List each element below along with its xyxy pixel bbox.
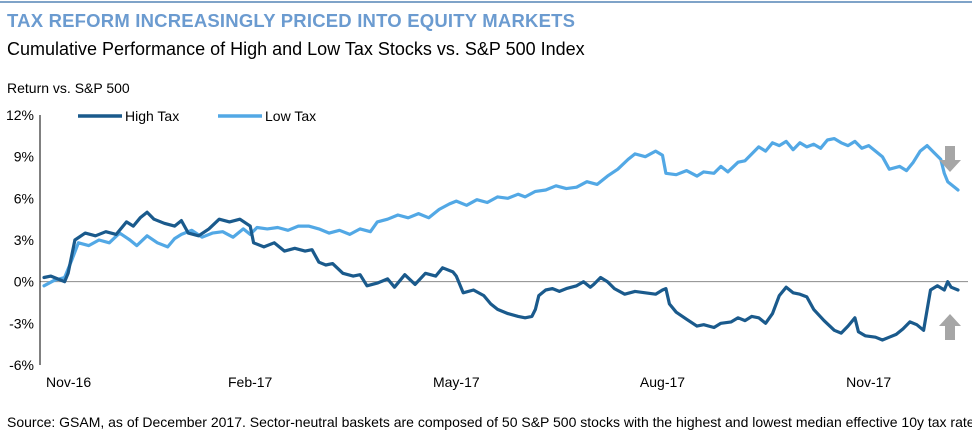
y-tick-label: -6% [9,357,34,373]
y-tick-label: -3% [9,315,34,331]
legend-label: High Tax [125,108,179,124]
x-tick-label: Nov-16 [46,374,91,390]
x-tick-label: Feb-17 [228,374,273,390]
legend: High Tax Low Tax [78,108,316,124]
y-tick-label: 9% [14,149,34,165]
top-rule [0,1,972,3]
legend-item: Low Tax [218,108,316,124]
source-note: Source: GSAM, as of December 2017. Secto… [7,414,972,430]
y-tick-label: 12% [6,107,34,123]
y-tick-label: 3% [14,232,34,248]
up-arrow-icon [939,314,961,340]
y-axis-ticks: -6% -3% 0% 3% 6% 9% 12% [6,107,34,373]
legend-item: High Tax [78,108,179,124]
figure-title: TAX REFORM INCREASINGLY PRICED INTO EQUI… [7,10,576,31]
y-tick-label: 0% [14,274,34,290]
x-axis-ticks: Nov-16 Feb-17 May-17 Aug-17 Nov-17 [46,374,891,390]
y-axis-caption: Return vs. S&P 500 [7,80,130,96]
x-tick-label: Nov-17 [846,374,891,390]
series-lines [42,137,960,342]
x-tick-label: May-17 [433,374,480,390]
high-tax-line [42,210,960,342]
x-tick-label: Aug-17 [640,374,685,390]
legend-label: Low Tax [265,108,316,124]
down-arrow-icon [939,146,961,172]
chart-subtitle: Cumulative Performance of High and Low T… [7,39,585,59]
annotation-arrows [939,146,961,340]
y-tick-label: 6% [14,190,34,206]
low-tax-line [42,137,960,288]
